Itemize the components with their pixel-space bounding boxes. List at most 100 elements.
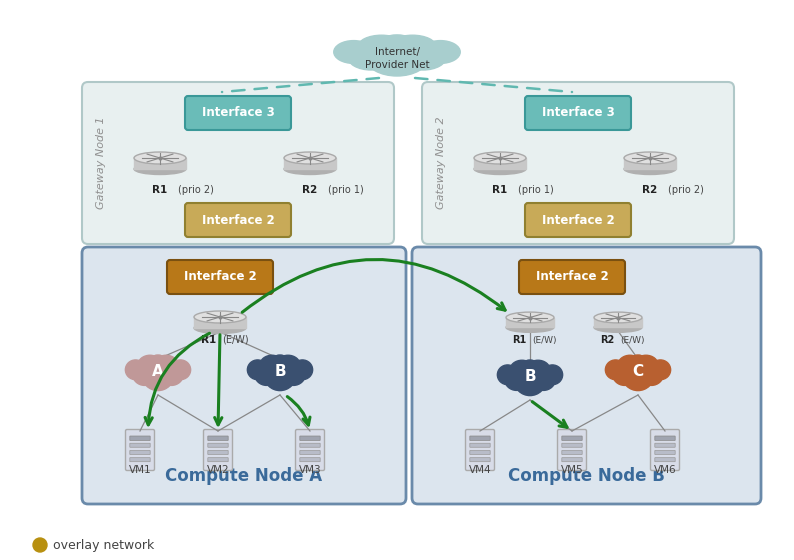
FancyArrowPatch shape [214,335,222,425]
Ellipse shape [248,360,268,380]
FancyBboxPatch shape [167,260,273,294]
FancyBboxPatch shape [422,82,734,244]
FancyBboxPatch shape [470,458,490,461]
Text: Gateway Node 1: Gateway Node 1 [96,116,106,209]
FancyBboxPatch shape [185,203,291,237]
Ellipse shape [142,360,174,391]
Text: Compute Node A: Compute Node A [165,467,322,485]
Ellipse shape [399,43,446,70]
Text: B: B [524,368,536,384]
Text: Provider Net: Provider Net [364,60,430,70]
Text: (E/W): (E/W) [620,335,645,344]
Ellipse shape [333,41,373,63]
Ellipse shape [138,355,162,375]
Ellipse shape [622,360,654,391]
FancyBboxPatch shape [203,430,233,470]
Text: R1: R1 [492,185,507,195]
Ellipse shape [514,365,546,395]
Ellipse shape [160,362,183,385]
Text: Interface 2: Interface 2 [542,213,615,226]
Circle shape [33,538,47,552]
Text: VM3: VM3 [299,465,322,475]
FancyBboxPatch shape [125,430,155,470]
Ellipse shape [366,40,428,76]
Bar [194,317,246,328]
Ellipse shape [506,323,554,332]
Ellipse shape [650,360,671,380]
Text: VM5: VM5 [561,465,584,475]
Text: VM4: VM4 [468,465,491,475]
Text: Interface 2: Interface 2 [536,270,608,283]
Ellipse shape [125,360,146,380]
Text: R2: R2 [303,185,318,195]
FancyArrowPatch shape [532,402,567,427]
FancyBboxPatch shape [208,458,228,461]
Ellipse shape [271,355,290,372]
FancyBboxPatch shape [470,436,490,440]
Text: (prio 2): (prio 2) [178,185,214,195]
Bar [624,158,676,169]
Text: overlay network: overlay network [53,539,154,552]
Ellipse shape [504,367,529,390]
FancyBboxPatch shape [82,82,394,244]
FancyBboxPatch shape [557,430,587,470]
Ellipse shape [474,164,526,175]
FancyBboxPatch shape [655,444,675,447]
FancyBboxPatch shape [412,247,761,504]
Text: (prio 1): (prio 1) [518,185,553,195]
FancyArrowPatch shape [242,259,505,312]
FancyBboxPatch shape [300,458,320,461]
Ellipse shape [474,152,526,164]
FancyBboxPatch shape [130,458,150,461]
Text: (E/W): (E/W) [222,335,249,345]
FancyBboxPatch shape [562,450,582,455]
Text: (E/W): (E/W) [532,335,557,344]
Text: R1: R1 [201,335,216,345]
Ellipse shape [148,355,168,372]
Text: R2: R2 [599,335,614,345]
Ellipse shape [281,362,306,385]
FancyBboxPatch shape [655,458,675,461]
FancyBboxPatch shape [655,450,675,455]
Ellipse shape [284,152,336,164]
FancyBboxPatch shape [470,444,490,447]
Ellipse shape [531,367,556,390]
Ellipse shape [510,360,534,380]
Ellipse shape [594,323,642,332]
FancyBboxPatch shape [300,436,320,440]
Ellipse shape [348,43,395,70]
Text: VM1: VM1 [129,465,152,475]
FancyArrowPatch shape [287,396,310,425]
Ellipse shape [520,360,540,377]
FancyBboxPatch shape [130,444,150,447]
Text: Interface 2: Interface 2 [202,213,275,226]
FancyBboxPatch shape [300,450,320,455]
Bar [506,318,554,328]
FancyBboxPatch shape [208,444,228,447]
Text: Interface 2: Interface 2 [183,270,256,283]
FancyBboxPatch shape [525,203,631,237]
Text: A: A [152,363,164,379]
Ellipse shape [194,323,246,334]
FancyArrowPatch shape [145,333,210,425]
Ellipse shape [134,152,186,164]
FancyBboxPatch shape [300,444,320,447]
Bar [284,158,336,169]
FancyBboxPatch shape [185,96,291,130]
FancyBboxPatch shape [525,96,631,130]
Ellipse shape [526,360,550,380]
Ellipse shape [605,360,626,380]
Ellipse shape [421,41,461,63]
Bar [594,318,642,328]
Text: VM6: VM6 [653,465,676,475]
Text: R2: R2 [642,185,657,195]
Ellipse shape [618,355,642,375]
Text: Compute Node B: Compute Node B [508,467,665,485]
FancyBboxPatch shape [208,450,228,455]
FancyBboxPatch shape [208,436,228,440]
Ellipse shape [624,152,676,164]
FancyBboxPatch shape [562,436,582,440]
Text: Interface 3: Interface 3 [202,106,275,119]
Ellipse shape [292,360,313,380]
FancyBboxPatch shape [470,450,490,455]
